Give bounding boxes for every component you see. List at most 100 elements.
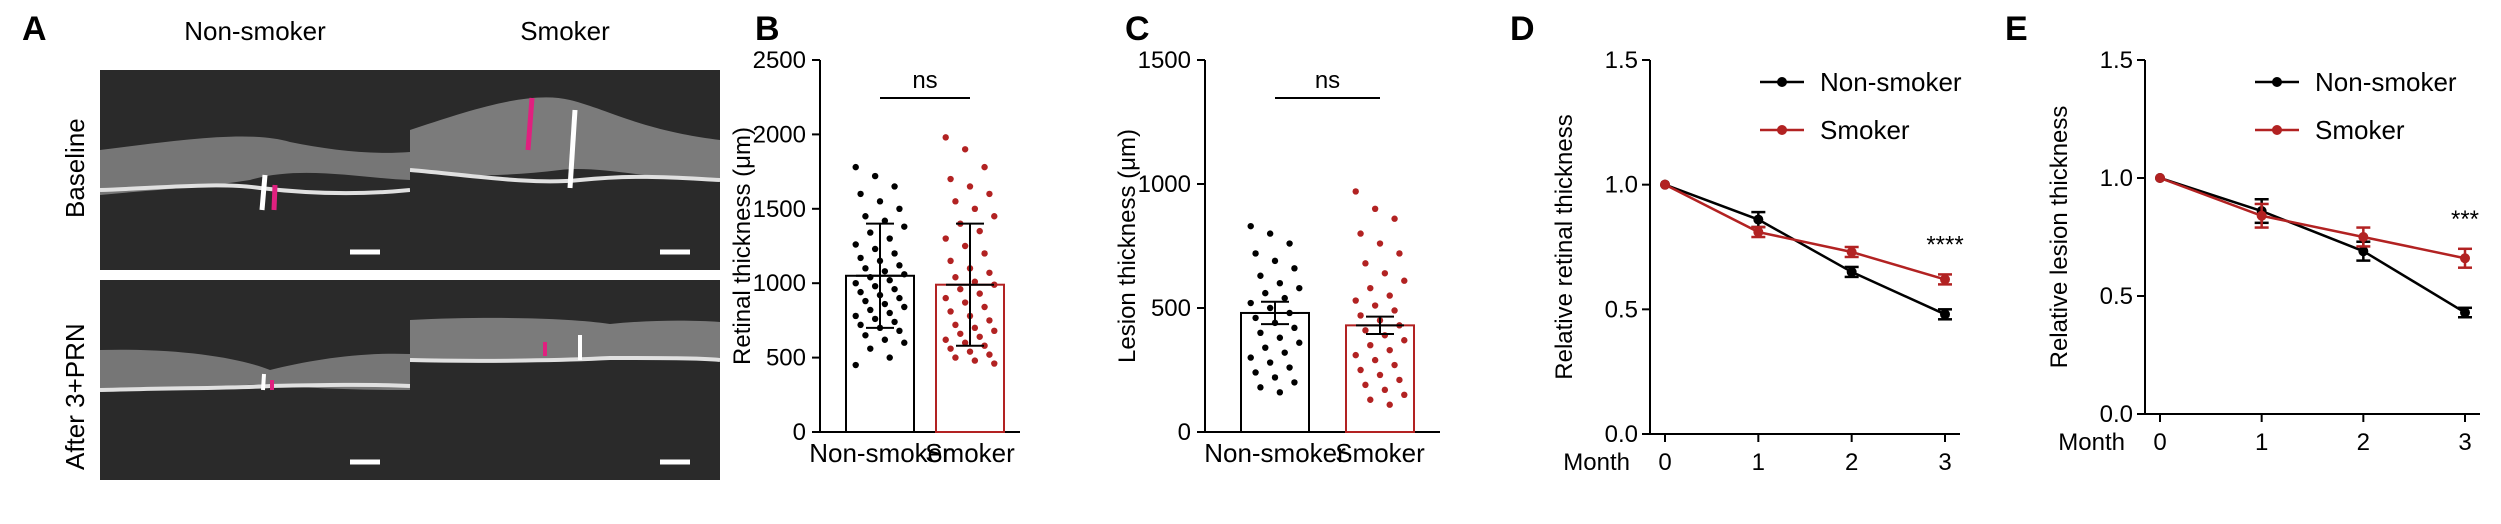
data-point — [991, 281, 998, 288]
data-point — [986, 190, 993, 198]
legend-label: Non-smoker — [1820, 67, 1962, 97]
data-point — [942, 134, 949, 141]
data-point — [1367, 396, 1374, 403]
x-tick-label: 1 — [1752, 449, 1765, 476]
data-point — [942, 336, 949, 343]
data-point — [1846, 266, 1857, 277]
legend-label: Non-smoker — [2315, 67, 2457, 97]
oct-image-smoker-after — [410, 280, 720, 480]
data-point — [1247, 299, 1254, 307]
data-point — [896, 294, 903, 302]
data-point — [852, 163, 859, 171]
data-point — [1271, 374, 1279, 381]
chart-relative-retinal-thickness: 0.0 0.5 1.0 1.5 0 1 2 3 Month Relative retinal th… — [1551, 47, 1964, 476]
data-point — [952, 274, 959, 281]
significance-label: ns — [912, 67, 937, 94]
data-point — [957, 330, 964, 337]
data-point — [1266, 304, 1274, 312]
data-point — [1940, 274, 1950, 285]
data-point — [1271, 257, 1279, 265]
y-axis-label: Relative lesion thickness — [2046, 106, 2073, 369]
data-point — [1276, 389, 1284, 396]
y-tick-label: 1500 — [1138, 47, 1191, 74]
data-point — [1276, 280, 1284, 287]
data-point — [947, 308, 954, 315]
data-point — [1371, 302, 1379, 309]
data-point — [1381, 332, 1389, 339]
x-tick-label: 2 — [1845, 449, 1858, 476]
oct-image-smoker-baseline — [410, 70, 720, 270]
y-tick-label: 1000 — [753, 270, 806, 297]
data-point — [871, 315, 879, 323]
data-point — [852, 241, 859, 248]
data-point — [1386, 346, 1393, 354]
data-point — [971, 278, 979, 285]
data-point — [1753, 214, 1764, 225]
data-point — [971, 205, 979, 212]
series-line-smoker — [1664, 183, 1946, 281]
data-point — [952, 198, 959, 205]
data-point — [1352, 297, 1359, 304]
data-point — [881, 217, 889, 224]
data-point — [961, 242, 969, 250]
x-tick-label: 3 — [2458, 429, 2471, 456]
x-tick-label: 3 — [1938, 449, 1951, 476]
data-point — [857, 190, 864, 198]
data-point — [961, 299, 969, 306]
data-point — [867, 306, 874, 314]
data-point — [857, 321, 864, 329]
data-point — [971, 357, 979, 364]
row-label-baseline: Baseline — [60, 118, 90, 218]
data-point — [986, 317, 993, 324]
y-tick-label: 2000 — [753, 121, 806, 148]
data-point — [871, 245, 879, 253]
panel-label-d: D — [1510, 10, 1535, 48]
data-point — [2460, 253, 2470, 264]
data-point — [1386, 292, 1393, 299]
y-tick-label: 1000 — [1138, 171, 1191, 198]
data-point — [1391, 215, 1398, 222]
data-point — [1262, 344, 1269, 351]
data-point — [1401, 391, 1408, 398]
data-point — [1262, 289, 1269, 297]
x-tick-label: Smoker — [1335, 438, 1425, 468]
data-point — [857, 288, 864, 296]
series-line-smoker — [2159, 176, 2466, 260]
data-point — [2155, 173, 2165, 183]
data-point — [981, 163, 988, 171]
data-point — [886, 354, 893, 361]
data-point — [947, 345, 954, 352]
data-point — [867, 345, 874, 352]
data-point — [2358, 246, 2369, 257]
data-point — [1846, 246, 1857, 257]
data-point — [891, 250, 898, 257]
data-point — [901, 303, 908, 311]
data-point — [1362, 260, 1369, 267]
data-point — [1252, 314, 1259, 322]
data-point — [966, 183, 974, 190]
data-point — [1247, 354, 1254, 361]
significance-label: ns — [1315, 67, 1340, 94]
data-point — [852, 280, 859, 287]
data-point — [1352, 351, 1359, 359]
y-tick-label: 1.5 — [2100, 47, 2133, 74]
data-point — [1381, 270, 1389, 277]
data-point — [881, 336, 889, 343]
data-point — [1376, 371, 1384, 379]
y-tick-label: 1500 — [753, 196, 806, 223]
data-point — [862, 265, 869, 272]
data-point — [961, 146, 969, 153]
data-point — [1252, 369, 1259, 376]
data-point — [1357, 312, 1364, 319]
y-tick-label: 2500 — [753, 47, 806, 74]
data-point — [862, 213, 869, 220]
data-point — [1291, 379, 1298, 386]
data-point — [1276, 334, 1284, 341]
data-point — [1281, 349, 1288, 356]
data-point — [942, 294, 949, 302]
y-axis-label: Retinal thickness (μm) — [729, 127, 756, 365]
data-point — [2358, 232, 2369, 242]
data-point — [1940, 309, 1950, 320]
data-point — [957, 285, 964, 293]
data-point — [901, 223, 908, 230]
